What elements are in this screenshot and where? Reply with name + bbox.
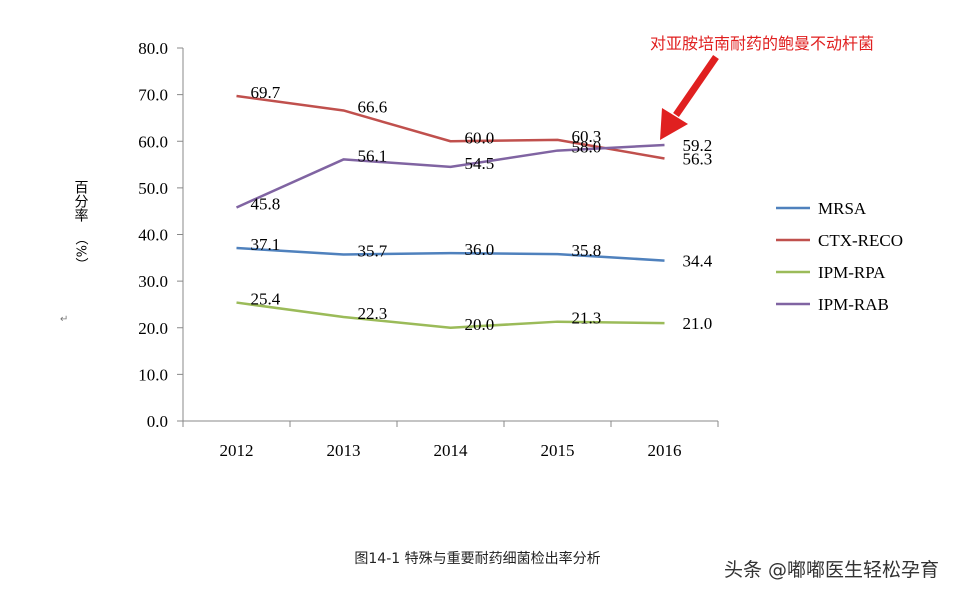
data-label: 25.4: [251, 290, 281, 309]
series-line-ipm-rab: [235, 143, 665, 209]
y-tick-label: 70.0: [138, 86, 168, 105]
x-tick-label: 2015: [541, 441, 575, 460]
y-tick-label: 10.0: [138, 365, 168, 384]
data-label: 21.3: [572, 309, 602, 328]
y-axis-label-text: 百分率: [72, 180, 89, 222]
legend-label: IPM-RPA: [818, 263, 886, 282]
data-label: 36.0: [465, 240, 495, 259]
annotation-arrow: [660, 55, 719, 140]
y-axis-label-unit: （%）: [72, 232, 88, 271]
watermark: 头条 @嘟嘟医生轻松孕育: [723, 559, 939, 581]
data-label: 37.1: [251, 235, 281, 254]
data-label: 60.3: [572, 127, 602, 146]
x-tick-label: 2014: [434, 441, 469, 460]
y-tick-label: 20.0: [138, 319, 168, 338]
data-label: 34.4: [683, 252, 713, 271]
x-tick-label: 2013: [327, 441, 361, 460]
y-tick-label: 30.0: [138, 272, 168, 291]
x-tick-label: 2012: [220, 441, 254, 460]
series-line-ctx-reco: [236, 94, 665, 160]
y-tick-label: 40.0: [138, 226, 168, 245]
y-tick-label: 50.0: [138, 179, 168, 198]
legend-label: IPM-RAB: [818, 295, 889, 314]
legend-label: MRSA: [818, 199, 867, 218]
data-label: 35.7: [358, 242, 388, 261]
annotation-text: 对亚胺培南耐药的鲍曼不动杆菌: [650, 34, 875, 53]
data-label: 54.5: [465, 154, 495, 173]
y-axis-label: 百分率 （%）: [68, 180, 92, 276]
data-label: 45.8: [251, 194, 281, 213]
legend-label: CTX-RECO: [818, 231, 903, 250]
data-label: 35.8: [572, 241, 602, 260]
series-line-mrsa: [236, 246, 665, 262]
data-label: 66.6: [358, 97, 388, 116]
figure-caption: 图14-1 特殊与重要耐药细菌检出率分析: [354, 551, 601, 567]
y-tick-label: 60.0: [138, 132, 168, 151]
data-label: 69.7: [251, 83, 281, 102]
data-label: 60.0: [465, 128, 495, 147]
y-tick-label: 80.0: [138, 39, 168, 58]
data-label: 21.0: [683, 314, 713, 333]
data-label: 22.3: [358, 304, 388, 323]
data-label: 56.3: [683, 150, 713, 169]
paragraph-mark: ↵: [60, 314, 69, 325]
data-label: 58.0: [572, 138, 602, 157]
y-tick-label: 0.0: [147, 412, 168, 431]
data-label: 56.1: [358, 146, 388, 165]
data-label: 59.2: [683, 136, 713, 155]
data-label: 20.0: [465, 315, 495, 334]
series-line-ipm-rpa: [236, 301, 665, 329]
x-tick-label: 2016: [648, 441, 682, 460]
